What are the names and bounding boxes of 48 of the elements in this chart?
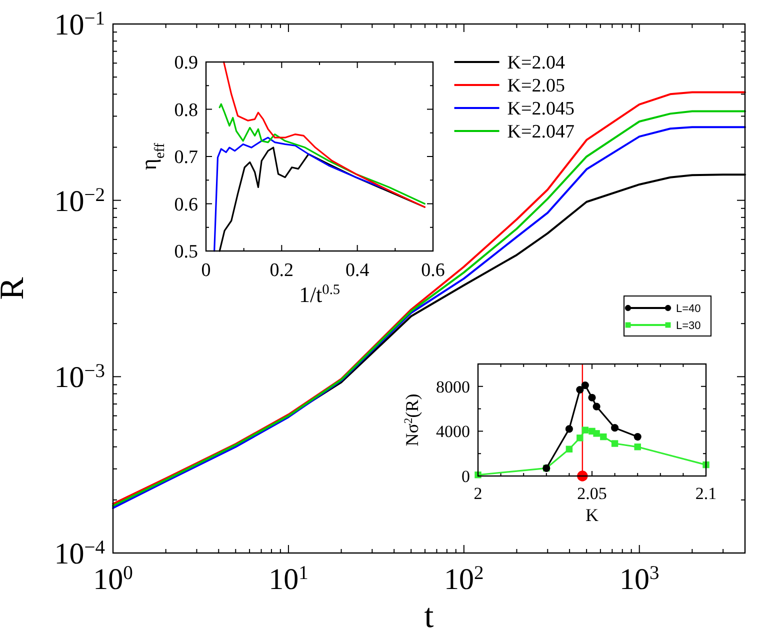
x-tick-label: 10$^{2}$	[444, 562, 484, 596]
y-tick-label: 0.5	[174, 242, 198, 263]
x-axis-title: t	[424, 598, 434, 631]
point	[593, 430, 600, 437]
x-axis-title: 1/t$^{0.5}$	[298, 282, 340, 307]
legend-label: L=30	[676, 320, 701, 332]
x-tick-label: 10$^{1}$	[268, 562, 308, 596]
x-tick-label: 0.4	[345, 260, 370, 281]
legend-label: K=2.05	[507, 76, 565, 97]
point	[581, 382, 589, 390]
point	[634, 444, 641, 450]
point	[566, 446, 573, 452]
y-tick-label: 0.6	[174, 194, 198, 216]
point	[576, 386, 584, 394]
point	[565, 425, 573, 433]
x-tick-label: 2.05	[577, 484, 607, 503]
y-tick-label: 10$^{−3}$	[54, 360, 105, 394]
x-tick-label: 0.6	[421, 260, 445, 281]
point	[611, 424, 619, 432]
point	[588, 394, 596, 402]
x-tick-label: 0.2	[270, 260, 294, 281]
line-series	[222, 61, 426, 208]
x-tick-label: 2.1	[695, 484, 717, 503]
point	[576, 434, 584, 442]
line-series	[218, 103, 426, 205]
point	[600, 433, 607, 440]
y-tick-label: 0.8	[174, 100, 198, 121]
legend-label: K=2.04	[507, 52, 566, 74]
line-series	[214, 136, 390, 252]
point	[582, 426, 589, 434]
y-axis-title: R	[0, 276, 31, 300]
point	[611, 440, 618, 447]
y-tick-label: 0.7	[174, 147, 198, 168]
y-tick-label: 8000	[436, 377, 470, 396]
y-tick-label: 10$^{−1}$	[54, 8, 105, 42]
legend-label: K=2.047	[507, 122, 574, 143]
x-tick-label: 10$^{3}$	[619, 562, 660, 596]
y-tick-label: 0	[462, 466, 470, 486]
legend-label: K=2.045	[507, 98, 574, 120]
point	[592, 402, 600, 410]
y-tick-label: 10$^{−2}$	[54, 184, 105, 218]
legend-label: L=40	[676, 302, 701, 315]
y-tick-label: 4000	[436, 422, 470, 442]
y-tick-label: 0.9	[174, 52, 198, 74]
x-tick-label: 2	[474, 484, 482, 503]
x-tick-label: 0	[201, 260, 211, 281]
x-axis-title: K	[586, 505, 598, 525]
point	[634, 433, 642, 441]
